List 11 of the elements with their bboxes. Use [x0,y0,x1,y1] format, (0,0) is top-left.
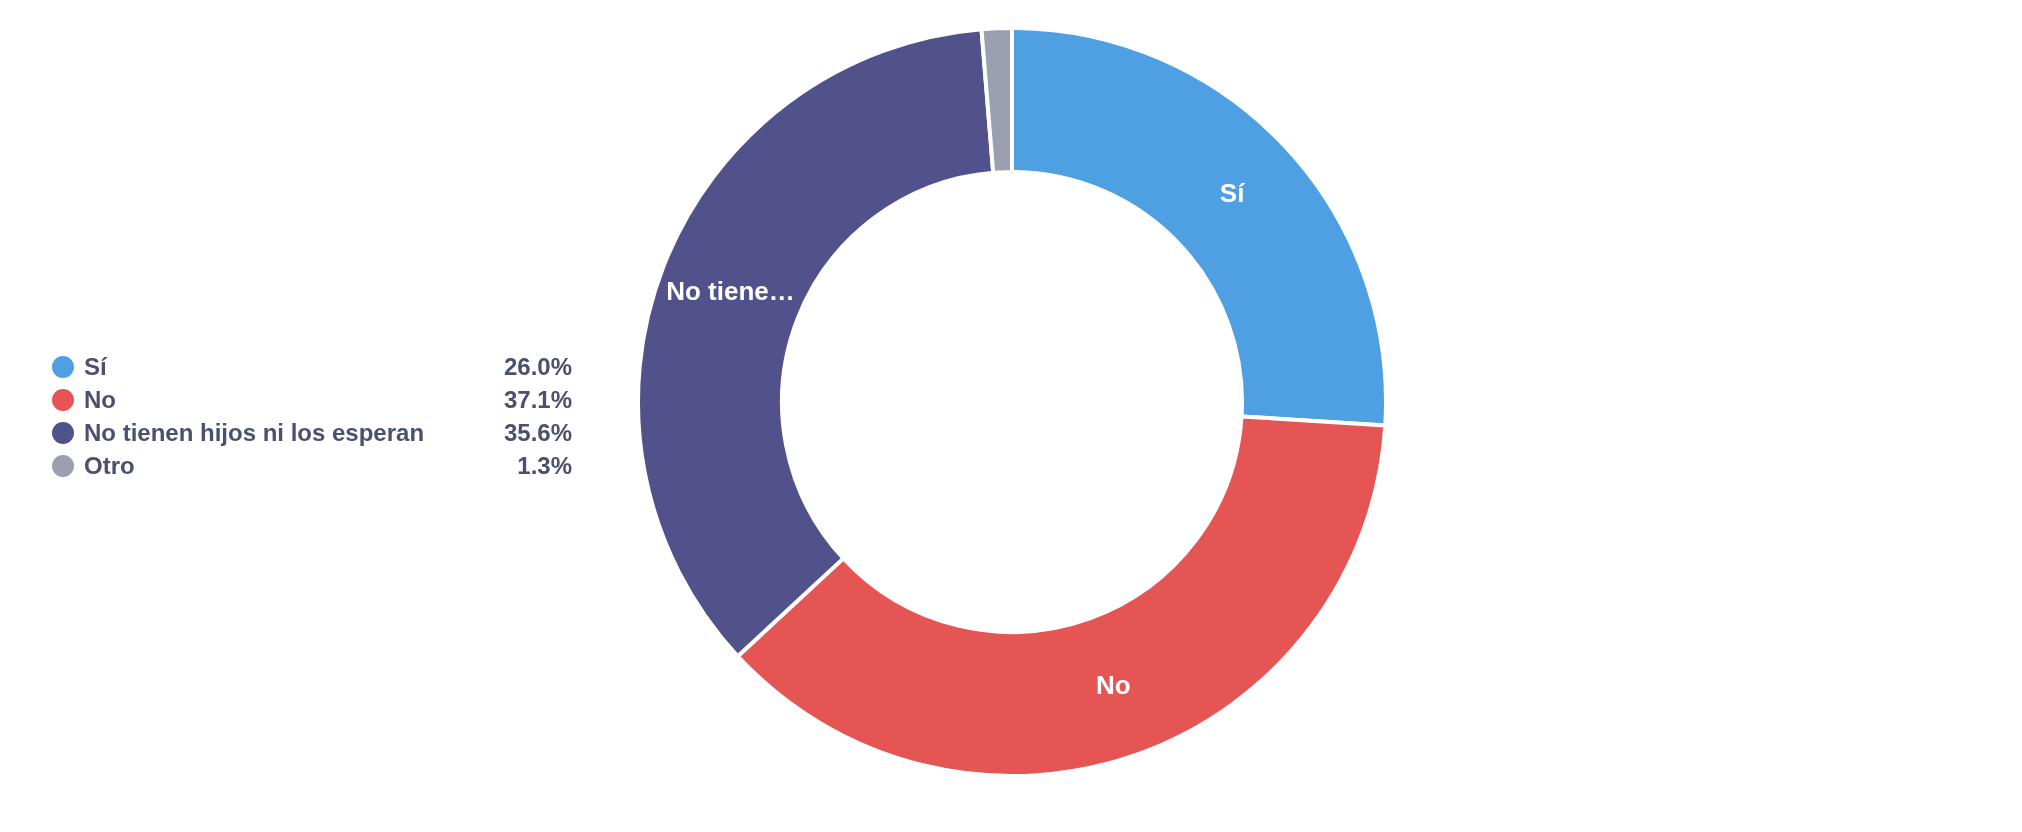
text: No tiene… [666,275,795,306]
data-label: 37.1% [503,385,572,414]
slice-label: No [1096,669,1131,700]
legend-label: Otro [84,451,136,480]
slice-label: Sí [1219,178,1246,209]
data-label: 1.3% [517,451,572,480]
legend-label: Sí [84,352,109,381]
data-label: 35.6% [503,418,572,447]
legend-label: No [84,385,117,414]
legend-label: No tienen hijos ni los esperan [84,418,426,447]
data-label: 26.0% [503,352,572,381]
